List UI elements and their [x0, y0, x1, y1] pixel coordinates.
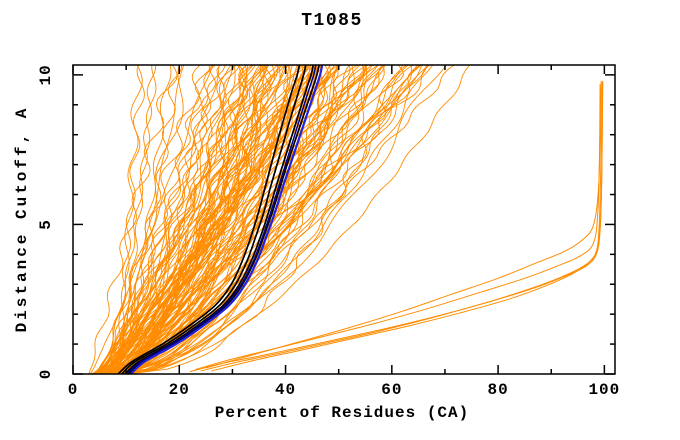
x-tick-label: 0 — [68, 381, 79, 399]
y-tick-label: 5 — [37, 219, 55, 230]
x-axis-label: Percent of Residues (CA) — [214, 404, 470, 422]
y-axis-label: Distance Cutoff, A — [13, 105, 31, 333]
y-tick-label: 10 — [37, 64, 55, 85]
x-tick-label: 100 — [588, 381, 620, 399]
x-tick-label: 80 — [487, 381, 508, 399]
x-tick-label: 40 — [275, 381, 296, 399]
y-tick-label: 0 — [37, 369, 55, 380]
x-tick-label: 20 — [169, 381, 190, 399]
x-tick-label: 60 — [381, 381, 402, 399]
chart-title: T1085 — [301, 11, 363, 31]
